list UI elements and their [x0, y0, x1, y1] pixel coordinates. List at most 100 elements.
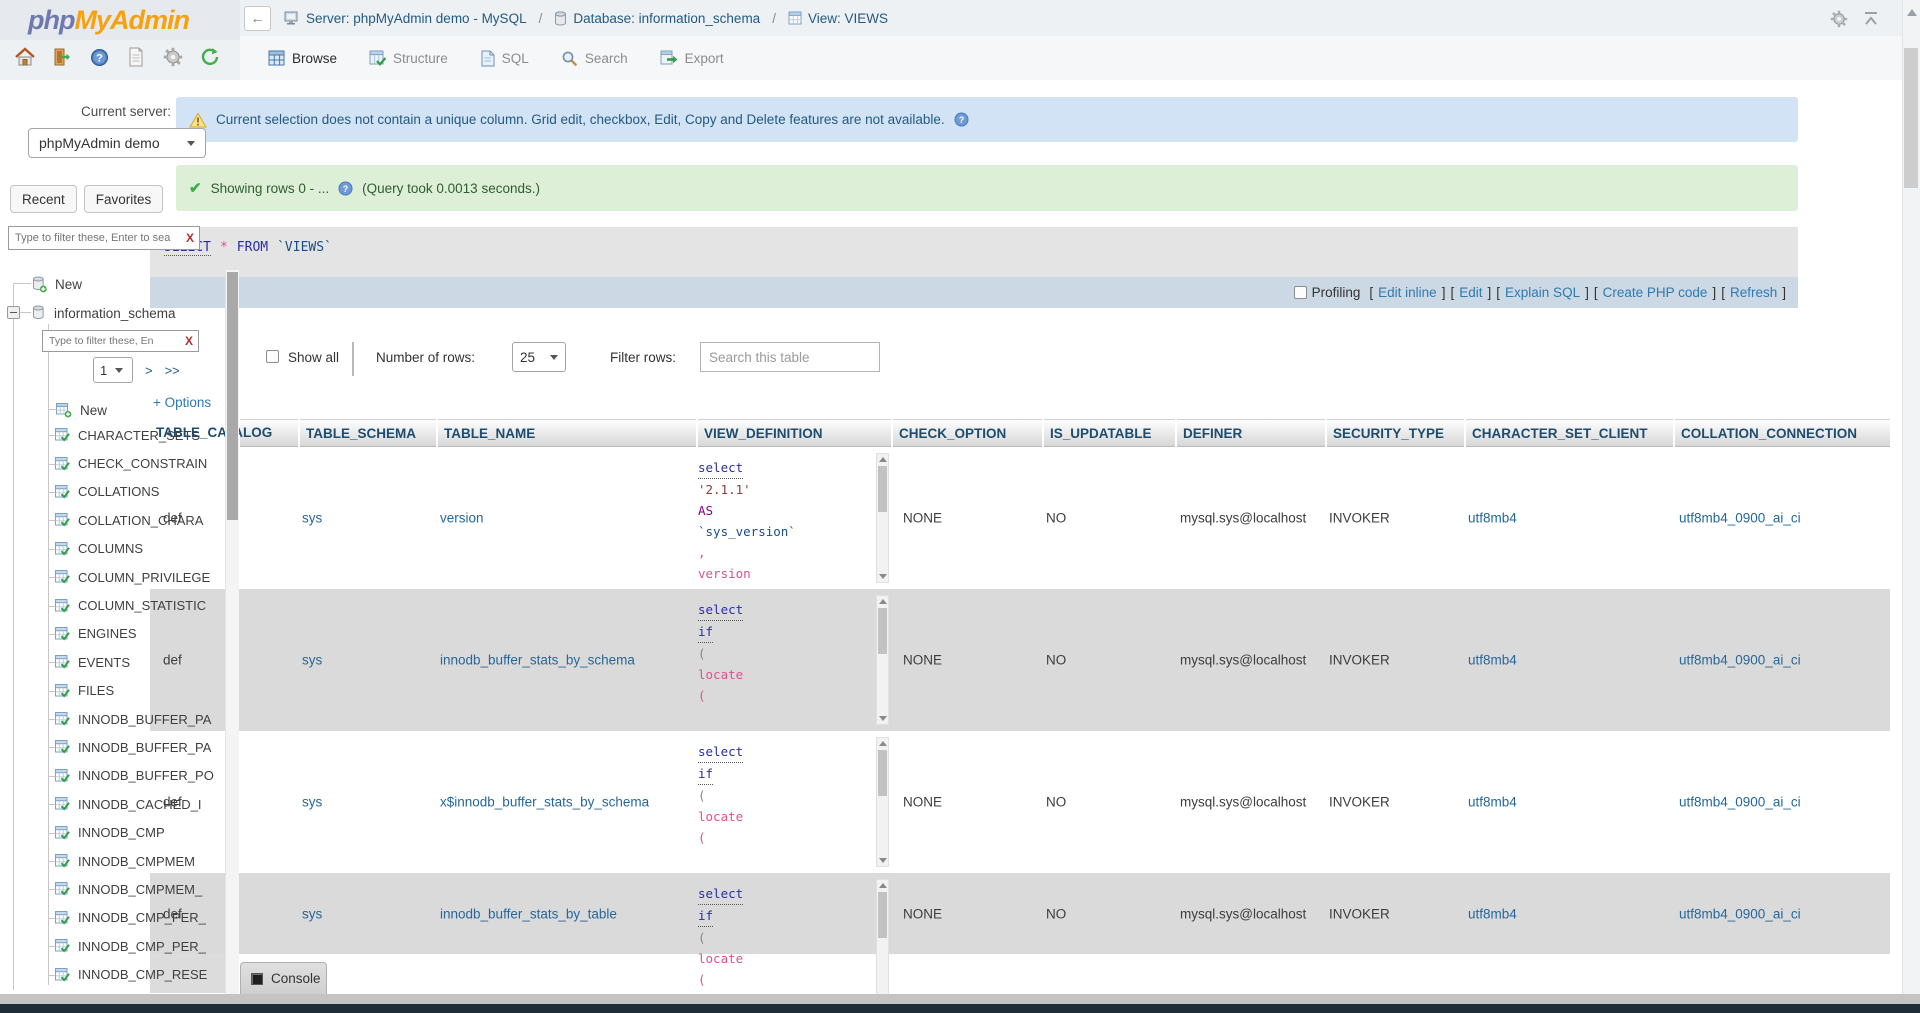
tree-item-view[interactable]: INNODB_BUFFER_PA [0, 733, 226, 761]
home-icon[interactable] [14, 46, 36, 68]
page-next-link[interactable]: > [145, 362, 153, 378]
query-action-link[interactable]: Refresh [1729, 285, 1778, 300]
horizontal-scrollbar[interactable] [0, 994, 1920, 1004]
cell-scrollbar[interactable] [876, 453, 889, 583]
tab-structure[interactable]: Structure [369, 50, 448, 66]
column-header[interactable]: VIEW_DEFINITION [698, 419, 891, 447]
cell-scrollbar[interactable] [876, 737, 889, 867]
help-badge-icon[interactable]: ? [338, 181, 353, 196]
help-badge-icon[interactable]: ? [954, 112, 969, 127]
tree-item-view[interactable]: COLUMNS [0, 535, 226, 563]
help-icon[interactable]: ? [88, 46, 110, 68]
database-filter-input[interactable] [9, 232, 186, 244]
tree-item-view[interactable]: COLLATIONS [0, 478, 226, 506]
tab-browse[interactable]: Browse [268, 50, 337, 66]
page-settings-gear-icon[interactable] [1830, 10, 1848, 28]
profiling-checkbox[interactable] [1293, 286, 1307, 299]
tree-item-view[interactable]: INNODB_CMP_RESE [0, 960, 226, 988]
cell-view-definition[interactable]: select if (locate ( [698, 883, 874, 990]
tree-item-view[interactable]: COLUMN_PRIVILEGE [0, 563, 226, 591]
recent-tab-button[interactable]: Recent [10, 185, 77, 213]
tree-item-view[interactable]: INNODB_CACHED_I [0, 790, 226, 818]
cell-view-definition[interactable]: select '2.1.1' AS `sys_version`, version [698, 457, 874, 584]
tree-item-view[interactable]: INNODB_CMP_PER_ [0, 904, 226, 932]
breadcrumb-server[interactable]: Server: phpMyAdmin demo - MySQL [284, 11, 527, 26]
scroll-up-arrow-icon[interactable] [879, 599, 887, 604]
show-all-checkbox[interactable] [266, 350, 279, 363]
tree-item-view[interactable]: FILES [0, 677, 226, 705]
page-scrollbar[interactable] [1902, 0, 1920, 994]
phpmyadmin-logo[interactable]: phpMyAdmin [28, 5, 190, 36]
column-header[interactable]: TABLE_NAME [438, 419, 696, 447]
cell-view-definition[interactable]: select if (locate ( [698, 741, 874, 848]
page-select[interactable]: 1 [93, 357, 133, 383]
favorites-tab-button[interactable]: Favorites [83, 185, 164, 213]
clear-filter-button[interactable]: X [184, 334, 193, 348]
tree-item-new-table[interactable]: New [56, 398, 107, 422]
scrollbar-thumb[interactable] [878, 892, 887, 938]
tree-item-view[interactable]: COLUMN_STATISTIC [0, 591, 226, 619]
page-last-link[interactable]: >> [164, 362, 180, 378]
console-button[interactable]: Console [240, 962, 327, 994]
tree-item-view[interactable]: INNODB_CMP [0, 818, 226, 846]
tree-item-database[interactable]: information_schema [32, 301, 176, 325]
tree-item-view[interactable]: INNODB_CMP_PER_ [0, 932, 226, 960]
column-header[interactable]: DEFINER [1177, 419, 1325, 447]
column-header[interactable]: SECURITY_TYPE [1327, 419, 1464, 447]
tree-item-view[interactable]: COLLATION_CHARA [0, 506, 226, 534]
query-action-link[interactable]: Explain SQL [1505, 285, 1581, 300]
tree-item-new-database[interactable]: New [32, 272, 82, 296]
tab-search[interactable]: Search [561, 50, 628, 67]
query-action-link[interactable]: Edit [1459, 285, 1483, 300]
rows-count-select[interactable]: 25 [512, 342, 566, 372]
scroll-up-arrow-icon[interactable] [879, 883, 887, 888]
query-action-link[interactable]: Edit inline [1378, 285, 1437, 300]
column-header[interactable]: IS_UPDATABLE [1044, 419, 1175, 447]
server-select[interactable]: phpMyAdmin demo [28, 128, 206, 158]
scroll-up-arrow-icon[interactable] [879, 741, 887, 746]
tab-sql[interactable]: SQL [480, 50, 529, 67]
tree-item-view[interactable]: INNODB_CMPMEM [0, 847, 226, 875]
scroll-up-arrow-icon[interactable] [1907, 9, 1917, 16]
logout-icon[interactable] [51, 46, 73, 68]
refresh-icon[interactable] [199, 46, 221, 68]
tree-item-view[interactable]: INNODB_BUFFER_PA [0, 705, 226, 733]
column-header[interactable]: CHARACTER_SET_CLIENT [1466, 419, 1673, 447]
scroll-down-arrow-icon[interactable] [879, 716, 887, 721]
tree-item-view[interactable]: INNODB_BUFFER_PO [0, 762, 226, 790]
collapse-sidebar-button[interactable]: ← [244, 6, 271, 31]
scroll-down-arrow-icon[interactable] [879, 858, 887, 863]
cell-scrollbar[interactable] [876, 595, 889, 725]
column-header[interactable]: TABLE_SCHEMA [300, 419, 436, 447]
clear-filter-button[interactable]: X [185, 231, 194, 245]
breadcrumb-database[interactable]: Database: information_schema [554, 11, 760, 26]
tree-item-view[interactable]: ENGINES [0, 620, 226, 648]
tree-item-view[interactable]: CHARACTER_SETS [0, 421, 226, 449]
column-header[interactable]: CHECK_OPTION [893, 419, 1042, 447]
console-collapsed-bar[interactable] [0, 1004, 1920, 1013]
sidebar-scrollbar-thumb[interactable] [227, 272, 238, 520]
collapse-database-icon[interactable] [7, 306, 20, 319]
column-header[interactable]: TABLE_CATALOG [150, 419, 298, 447]
tree-item-view[interactable]: INNODB_CMPMEM_ [0, 875, 226, 903]
tab-export[interactable]: Export [660, 50, 724, 66]
page-scrollbar-thumb[interactable] [1904, 48, 1918, 188]
scroll-to-top-icon[interactable] [1862, 11, 1880, 27]
settings-gear-icon[interactable] [162, 46, 184, 68]
options-toggle[interactable]: + Options [153, 395, 212, 410]
tree-item-view[interactable]: CHECK_CONSTRAIN [0, 449, 226, 477]
breadcrumb-view[interactable]: View: VIEWS [788, 11, 888, 26]
scrollbar-thumb[interactable] [878, 750, 887, 796]
scrollbar-thumb[interactable] [878, 608, 887, 654]
scroll-down-arrow-icon[interactable] [879, 574, 887, 579]
scroll-up-arrow-icon[interactable] [879, 457, 887, 462]
table-filter-input[interactable] [43, 335, 185, 347]
tree-item-view[interactable]: EVENTS [0, 648, 226, 676]
documentation-icon[interactable] [125, 46, 147, 68]
column-header[interactable]: COLLATION_CONNECTION [1675, 419, 1890, 447]
cell-scrollbar[interactable] [876, 879, 889, 1009]
table-search-input[interactable] [700, 342, 880, 372]
scrollbar-thumb[interactable] [878, 466, 887, 512]
query-action-link[interactable]: Create PHP code [1602, 285, 1708, 300]
cell-view-definition[interactable]: select if (locate ( [698, 599, 874, 706]
